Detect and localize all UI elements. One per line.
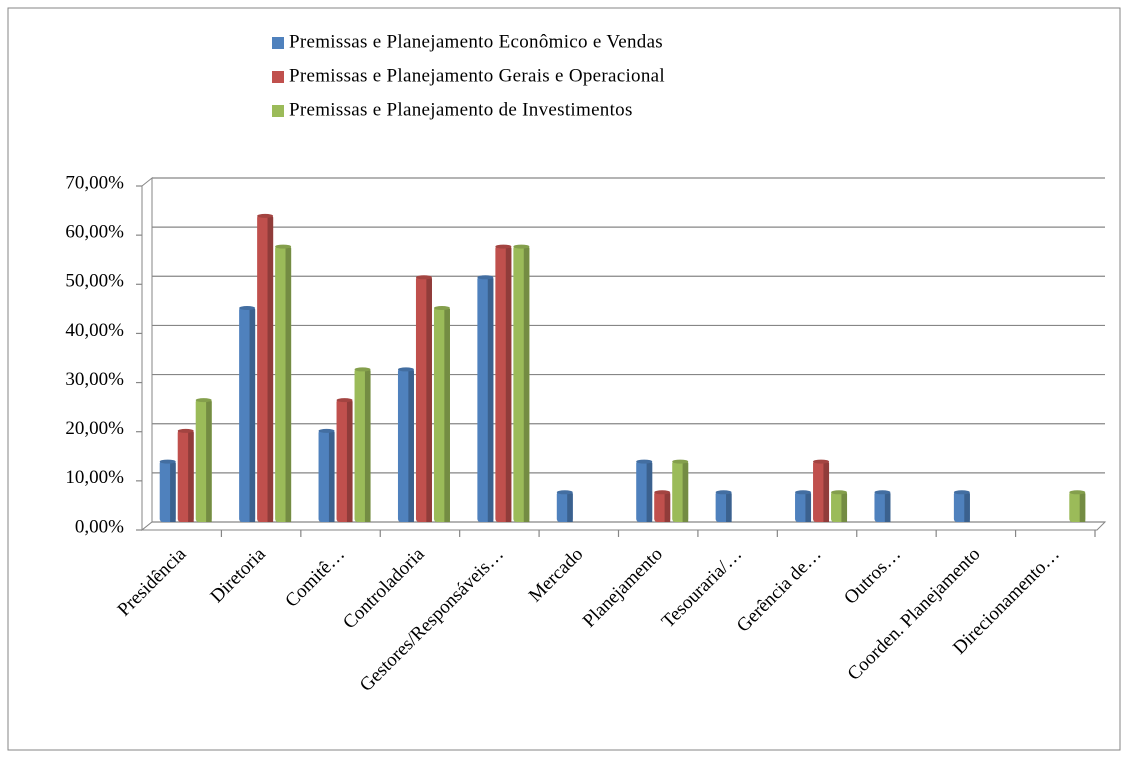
bar <box>354 367 371 522</box>
bar <box>513 244 530 523</box>
bar-top <box>433 306 450 310</box>
bar-top <box>953 490 970 495</box>
bar <box>1069 490 1086 522</box>
bar-top <box>1069 490 1086 495</box>
bar-top <box>257 213 274 218</box>
bar-top <box>874 490 891 495</box>
bar-shade <box>823 462 830 522</box>
bar <box>177 428 194 522</box>
y-tick-label: 70,00% <box>65 172 124 193</box>
bar-shade <box>206 401 212 522</box>
bar <box>397 367 414 522</box>
bar <box>672 459 689 522</box>
bar <box>495 244 512 523</box>
bar <box>795 490 812 522</box>
bar <box>336 398 353 522</box>
bar-top <box>415 275 432 280</box>
legend-label: Premissas e Planejamento Gerais e Operac… <box>289 65 665 86</box>
legend-swatch <box>272 71 284 83</box>
bar-shade <box>364 370 371 522</box>
bar <box>239 306 256 522</box>
bar-shade <box>523 247 530 523</box>
bar-top <box>672 459 689 464</box>
y-tick-label: 60,00% <box>65 222 124 243</box>
bar-shade <box>328 431 335 522</box>
bar <box>433 306 450 522</box>
legend-label: Premissas e Planejamento de Investimento… <box>289 99 633 120</box>
bar-shade <box>426 278 432 522</box>
bar-top <box>336 398 353 403</box>
bar-shade <box>805 493 812 522</box>
bar-shade <box>487 278 494 522</box>
bar-shade <box>841 493 848 522</box>
bar-top <box>354 367 371 372</box>
bar <box>715 490 732 522</box>
bar-top <box>795 490 812 495</box>
y-tick-label: 40,00% <box>65 320 124 341</box>
bar-top <box>556 490 573 495</box>
bar-shade <box>726 493 732 522</box>
bar <box>318 428 335 522</box>
bar-shade <box>567 493 573 522</box>
bar-shade <box>188 431 194 522</box>
y-tick-label: 20,00% <box>65 418 124 439</box>
bar <box>654 490 671 522</box>
bar-shade <box>664 493 671 522</box>
bar-top <box>239 306 256 310</box>
bar-top <box>654 490 671 495</box>
bar <box>275 244 292 523</box>
bar <box>415 275 432 522</box>
bar-shade <box>1079 493 1086 522</box>
bar-top <box>831 490 848 495</box>
bar <box>831 490 848 522</box>
bar-shade <box>682 462 689 522</box>
legend-swatch <box>272 105 284 117</box>
bar-top <box>397 367 414 372</box>
bar-shade <box>444 309 450 522</box>
legend-label: Premissas e Planejamento Econômico e Ven… <box>289 31 663 52</box>
side-wall <box>141 176 153 532</box>
bar-top <box>513 244 530 249</box>
y-tick-label: 30,00% <box>65 369 124 390</box>
bar-top <box>636 459 653 464</box>
bar <box>874 490 891 522</box>
bar-top <box>495 244 512 249</box>
bar-shade <box>249 309 256 522</box>
legend-swatch <box>272 37 284 49</box>
bar <box>159 459 176 522</box>
bar <box>477 275 494 522</box>
bar-top <box>715 490 732 495</box>
bar-shade <box>408 370 414 522</box>
floor <box>140 521 1107 531</box>
bar-shade <box>346 401 353 522</box>
bar <box>813 459 830 522</box>
bar-top <box>159 459 176 464</box>
bar-top <box>813 459 830 464</box>
bar <box>556 490 573 522</box>
bar <box>636 459 653 522</box>
y-tick-label: 0,00% <box>75 516 124 537</box>
bar <box>953 490 970 522</box>
y-tick-label: 50,00% <box>65 271 124 292</box>
bar <box>257 213 274 522</box>
bar-top <box>195 398 212 403</box>
chart-border <box>7 7 1121 751</box>
bar-top <box>318 428 335 433</box>
y-tick-label: 10,00% <box>65 467 124 488</box>
bar <box>195 398 212 522</box>
bar-top <box>477 275 494 280</box>
bar-top <box>177 428 194 433</box>
bar-shade <box>505 247 512 523</box>
bar-shade <box>964 493 970 522</box>
bar-top <box>275 244 292 249</box>
bar-shade <box>646 462 653 522</box>
bar-shade <box>884 493 891 522</box>
bar-shade <box>267 216 274 522</box>
bar-shade <box>170 462 176 522</box>
bar-shade <box>285 247 292 523</box>
